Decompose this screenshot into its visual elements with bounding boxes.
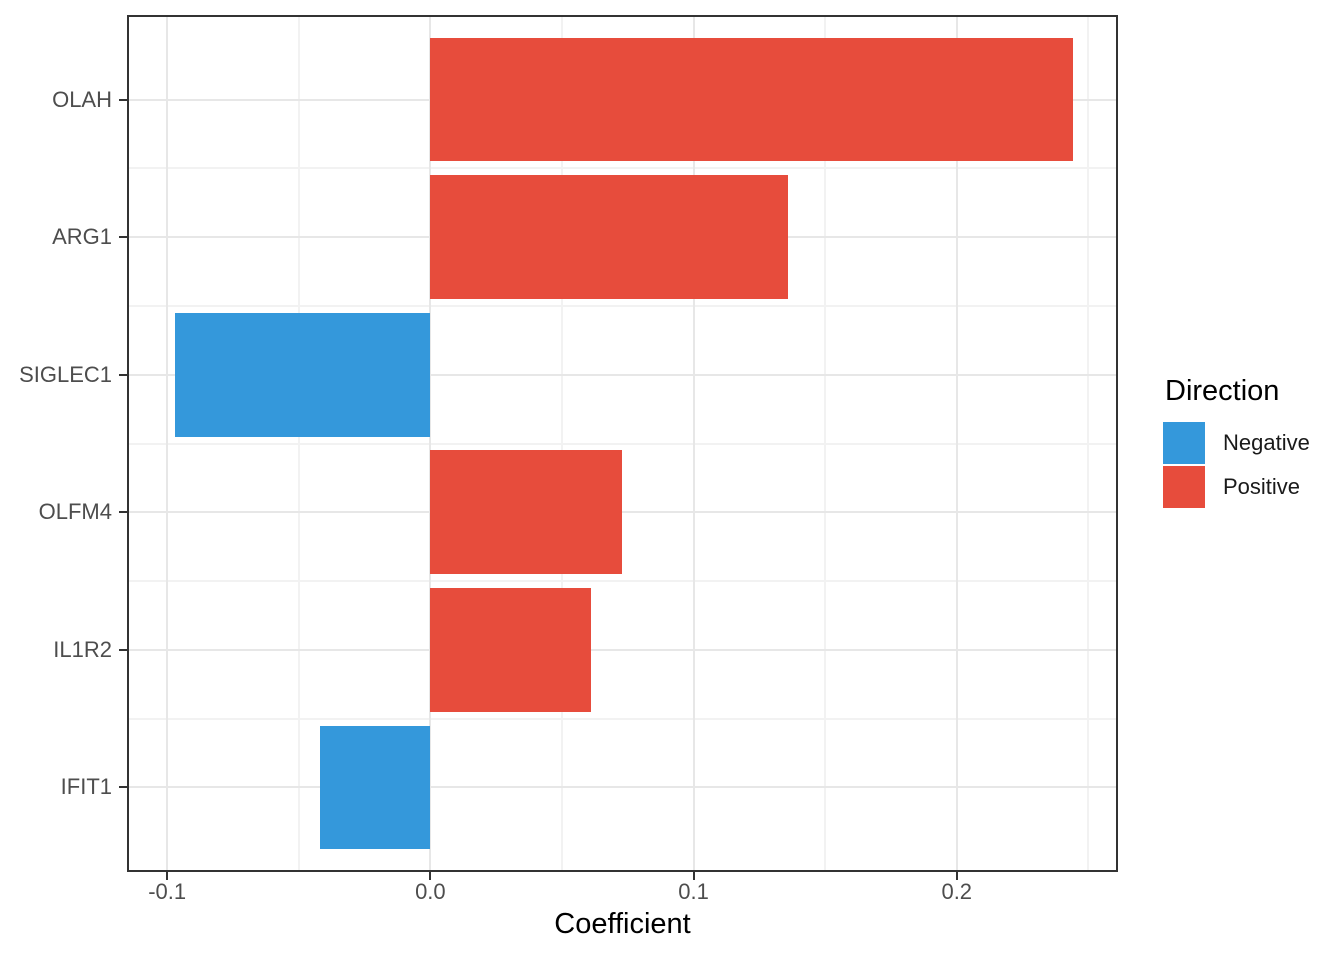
bar-olfm4: [430, 450, 623, 575]
x-tick-label: 0.1: [678, 879, 709, 904]
legend-swatch-positive: [1163, 465, 1205, 508]
gridline-minor-horizontal: [129, 442, 1116, 445]
bar-arg1: [430, 175, 789, 300]
gridline-major-vertical: [692, 17, 695, 870]
x-tick-mark: [692, 872, 695, 880]
x-tick-label: -0.1: [148, 879, 187, 904]
legend: Direction Negative Positive: [1163, 375, 1341, 510]
y-tick-mark: [119, 786, 127, 789]
bar-siglec1: [175, 312, 431, 437]
bar-ifit1: [319, 725, 431, 850]
y-tick-label-arg1: ARG1: [52, 224, 112, 250]
x-tick-mark: [955, 872, 958, 880]
legend-entry-negative: Negative: [1163, 421, 1341, 464]
gridline-major-horizontal: [129, 648, 1116, 651]
bar-olah: [430, 37, 1073, 162]
gridline-minor-horizontal: [129, 167, 1116, 170]
y-tick-mark: [119, 511, 127, 514]
y-tick-label-olfm4: OLFM4: [38, 499, 112, 525]
x-tick-label: 0.0: [415, 879, 446, 904]
legend-label-negative: Negative: [1223, 429, 1310, 455]
gridline-minor-horizontal: [129, 580, 1116, 583]
x-tick-mark: [166, 872, 169, 880]
gridline-major-vertical: [429, 17, 432, 870]
legend-label-positive: Positive: [1223, 473, 1301, 499]
gridline-major-horizontal: [129, 373, 1116, 376]
bar-il1r2: [430, 587, 591, 712]
x-tick-label: 0.2: [941, 879, 973, 904]
x-axis-title: Coefficient: [554, 908, 691, 940]
y-tick-mark: [119, 236, 127, 239]
legend-entries: Negative Positive: [1163, 421, 1341, 508]
x-tick-mark: [429, 872, 432, 880]
plot-panel: [127, 15, 1118, 872]
gridline-minor-horizontal: [129, 717, 1116, 720]
y-tick-mark: [119, 648, 127, 651]
gridline-major-vertical: [166, 17, 169, 870]
legend-entry-positive: Positive: [1163, 465, 1341, 508]
legend-title: Direction: [1165, 375, 1280, 407]
gridline-major-vertical: [955, 17, 958, 870]
y-tick-label-siglec1: SIGLEC1: [19, 361, 112, 387]
y-tick-label-ifit1: IFIT1: [60, 774, 112, 800]
legend-swatch-negative: [1163, 421, 1205, 464]
gridline-minor-horizontal: [129, 304, 1116, 307]
y-tick-mark: [119, 98, 127, 101]
y-tick-label-olah: OLAH: [52, 86, 112, 112]
gridline-major-horizontal: [129, 511, 1116, 514]
y-tick-mark: [119, 373, 127, 376]
gridline-major-horizontal: [129, 786, 1116, 789]
y-tick-label-il1r2: IL1R2: [53, 636, 112, 662]
